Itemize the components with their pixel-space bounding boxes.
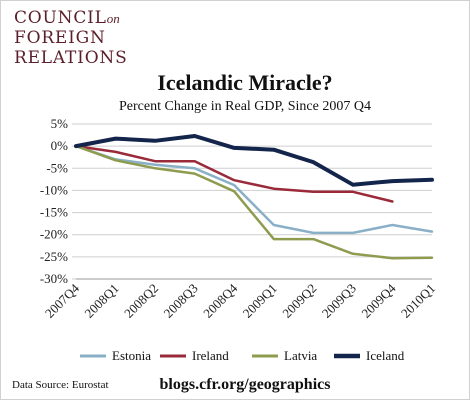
y-tick-label: -5%	[46, 160, 68, 175]
x-tick-label: 2008Q3	[161, 281, 201, 321]
x-tick-label: 2008Q2	[121, 281, 161, 321]
logo-line-2: FOREIGN	[14, 28, 106, 48]
x-axis-ticks: 2007Q4 2008Q1 2008Q2 2008Q3 2008Q4 2009Q1 2009…	[42, 280, 438, 321]
y-tick-label: 5%	[51, 116, 69, 131]
data-source-note: Data Source: Eurostat	[12, 379, 109, 391]
x-tick-label: 2009Q1	[240, 281, 280, 321]
x-tick-label: 2010Q1	[398, 281, 438, 321]
y-tick-label: -30%	[40, 271, 68, 286]
y-tick-label: -20%	[40, 227, 68, 242]
legend-label-latvia: Latvia	[284, 348, 317, 363]
legend: Estonia Ireland Latvia Iceland	[80, 348, 405, 363]
cfr-logo: COUNCILon FOREIGN RELATIONS	[14, 10, 128, 67]
chart-title: Icelandic Miracle?	[157, 70, 332, 95]
logo-line-1-suffix: on	[106, 11, 120, 26]
x-tick-label: 2007Q4	[42, 280, 83, 321]
series-line-estonia	[74, 144, 434, 235]
x-tick-label: 2008Q1	[81, 281, 121, 321]
x-tick-label: 2009Q3	[319, 281, 359, 321]
legend-label-iceland: Iceland	[366, 348, 405, 363]
y-tick-label: 0%	[51, 138, 69, 153]
series-lines	[74, 134, 434, 260]
x-tick-label: 2009Q2	[279, 281, 319, 321]
x-tick-label: 2009Q4	[358, 280, 399, 321]
y-axis-ticks: 5% 0% -5% -10% -15% -20% -25% -30%	[40, 116, 68, 286]
series-line-iceland	[74, 134, 434, 187]
legend-label-estonia: Estonia	[112, 348, 151, 363]
y-tick-label: -10%	[40, 182, 68, 197]
series-line-ireland	[74, 144, 394, 203]
series-line-latvia	[74, 144, 434, 260]
y-tick-label: -15%	[40, 205, 68, 220]
logo-line-3: RELATIONS	[14, 48, 128, 68]
x-tick-label: 2008Q4	[200, 280, 241, 321]
legend-label-ireland: Ireland	[192, 348, 229, 363]
blog-url: blogs.cfr.org/geographics	[160, 376, 331, 393]
logo-line-1: COUNCIL	[14, 8, 107, 28]
y-tick-label: -25%	[40, 249, 68, 264]
chart-subtitle: Percent Change in Real GDP, Since 2007 Q…	[119, 99, 371, 114]
